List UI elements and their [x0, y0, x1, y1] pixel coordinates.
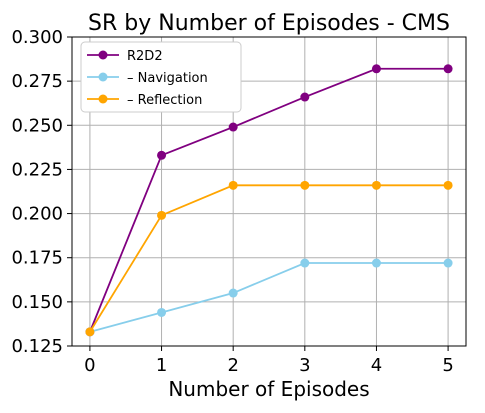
- y-tick-label: 0.250: [11, 115, 63, 136]
- data-point: [300, 180, 310, 190]
- y-tick-label: 0.275: [11, 71, 63, 92]
- x-tick-label: 5: [442, 355, 453, 376]
- x-tick-label: 1: [156, 355, 167, 376]
- data-point: [371, 64, 381, 74]
- x-axis-label: Number of Episodes: [168, 377, 369, 401]
- x-tick-label: 0: [84, 355, 95, 376]
- legend-marker: [98, 94, 108, 104]
- legend-label: R2D2: [127, 49, 163, 64]
- series-layer: [85, 64, 453, 337]
- y-axis: 0.125 0.150 0.175 0.200 0.225 0.250 0.275 0.300: [11, 27, 72, 357]
- legend-label: – Navigation: [127, 71, 208, 86]
- legend-box: [80, 41, 242, 113]
- data-point: [157, 307, 167, 317]
- y-tick-label: 0.175: [11, 248, 63, 269]
- data-point: [371, 180, 381, 190]
- x-tick-label: 4: [371, 355, 382, 376]
- y-tick-label: 0.125: [11, 336, 63, 357]
- series-line: [89, 262, 449, 333]
- legend-entry: R2D2: [87, 49, 163, 64]
- data-point: [300, 258, 310, 268]
- series-line: [89, 184, 449, 333]
- data-point: [300, 92, 310, 102]
- data-point: [157, 210, 167, 220]
- data-point: [228, 122, 238, 132]
- legend-items: R2D2 – Navigation – Reflection: [87, 49, 208, 108]
- y-tick-label: 0.300: [11, 27, 63, 48]
- data-point: [443, 64, 453, 74]
- x-axis: 0 1 2 3 4 5: [84, 346, 454, 376]
- y-tick-label: 0.225: [11, 159, 63, 180]
- legend-entry: – Navigation: [87, 71, 208, 86]
- legend-entry: – Reflection: [87, 93, 202, 108]
- x-tick-label: 2: [227, 355, 238, 376]
- chart-title: SR by Number of Episodes - CMS: [88, 11, 450, 36]
- series-line: [89, 67, 449, 333]
- data-point: [443, 258, 453, 268]
- legend-marker: [98, 72, 108, 82]
- data-point: [371, 258, 381, 268]
- data-point: [228, 180, 238, 190]
- plot-frame: [71, 36, 467, 347]
- y-tick-label: 0.200: [11, 204, 63, 225]
- legend-label: – Reflection: [127, 93, 202, 108]
- y-tick-label: 0.150: [11, 292, 63, 313]
- data-point: [85, 327, 95, 337]
- data-point: [443, 180, 453, 190]
- legend-marker: [98, 50, 108, 60]
- x-tick-label: 3: [299, 355, 310, 376]
- legend: R2D2 – Navigation – Reflection: [80, 41, 242, 113]
- data-point: [228, 288, 238, 298]
- data-point: [157, 150, 167, 160]
- series-3: [85, 180, 453, 337]
